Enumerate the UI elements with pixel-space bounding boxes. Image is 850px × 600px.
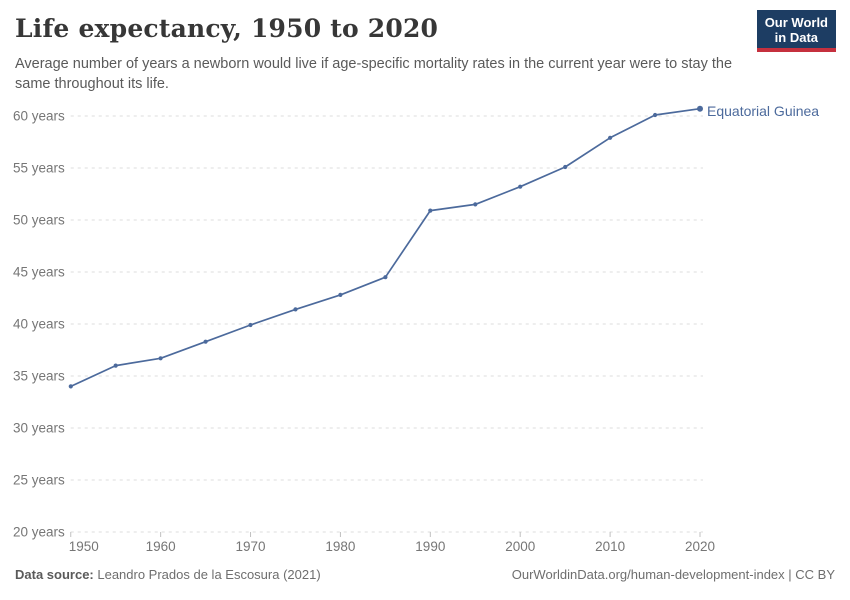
x-axis-label: 1990 (415, 539, 445, 554)
x-axis-label: 1960 (146, 539, 176, 554)
owid-logo[interactable]: Our World in Data (756, 10, 836, 52)
data-point[interactable] (113, 363, 118, 368)
data-point[interactable] (563, 164, 568, 170)
data-point[interactable] (158, 356, 163, 361)
data-point[interactable] (428, 208, 433, 213)
data-point[interactable] (473, 202, 478, 207)
data-source-note: Data source: Leandro Prados de la Escosu… (15, 567, 321, 582)
chart-title: Life expectancy, 1950 to 2020 (15, 14, 439, 43)
data-point[interactable] (293, 307, 298, 312)
data-point[interactable] (203, 339, 208, 344)
y-axis-label: 35 years (13, 369, 65, 384)
data-point[interactable] (518, 184, 523, 189)
y-axis-label: 20 years (13, 525, 65, 540)
y-axis-label: 30 years (13, 421, 65, 436)
data-point[interactable] (383, 275, 388, 280)
series-end-label[interactable]: Equatorial Guinea (707, 103, 820, 119)
data-point[interactable] (248, 322, 253, 328)
y-axis-label: 55 years (13, 161, 65, 176)
data-point[interactable] (697, 105, 703, 112)
x-axis-label: 2020 (685, 539, 715, 554)
y-axis-label: 40 years (13, 317, 65, 332)
x-axis-label: 1950 (69, 539, 99, 554)
x-axis-label: 1980 (325, 539, 355, 554)
x-axis-label: 2000 (505, 539, 535, 554)
data-point[interactable] (338, 292, 343, 297)
y-axis-label: 45 years (13, 265, 65, 280)
owid-logo-text-line2: in Data (774, 30, 819, 45)
chart-subtitle: Average number of years a newborn would … (15, 56, 733, 92)
owid-logo-text-line1: Our World (764, 15, 828, 30)
y-axis-label: 25 years (13, 473, 65, 488)
data-point[interactable] (653, 112, 658, 118)
y-axis-label: 50 years (13, 213, 65, 228)
data-source-label: Data source: (15, 567, 94, 582)
x-axis-label: 2010 (595, 539, 625, 554)
data-point[interactable] (68, 384, 73, 389)
chart-footer: Data source: Leandro Prados de la Escosu… (15, 567, 835, 582)
data-source-text: Leandro Prados de la Escosura (2021) (93, 567, 321, 582)
x-axis-label: 1970 (236, 539, 266, 554)
data-point[interactable] (608, 135, 613, 140)
y-axis-label: 60 years (13, 109, 65, 124)
owid-url-license-link[interactable]: OurWorldinData.org/human-development-ind… (511, 567, 835, 582)
data-line[interactable] (69, 107, 701, 388)
